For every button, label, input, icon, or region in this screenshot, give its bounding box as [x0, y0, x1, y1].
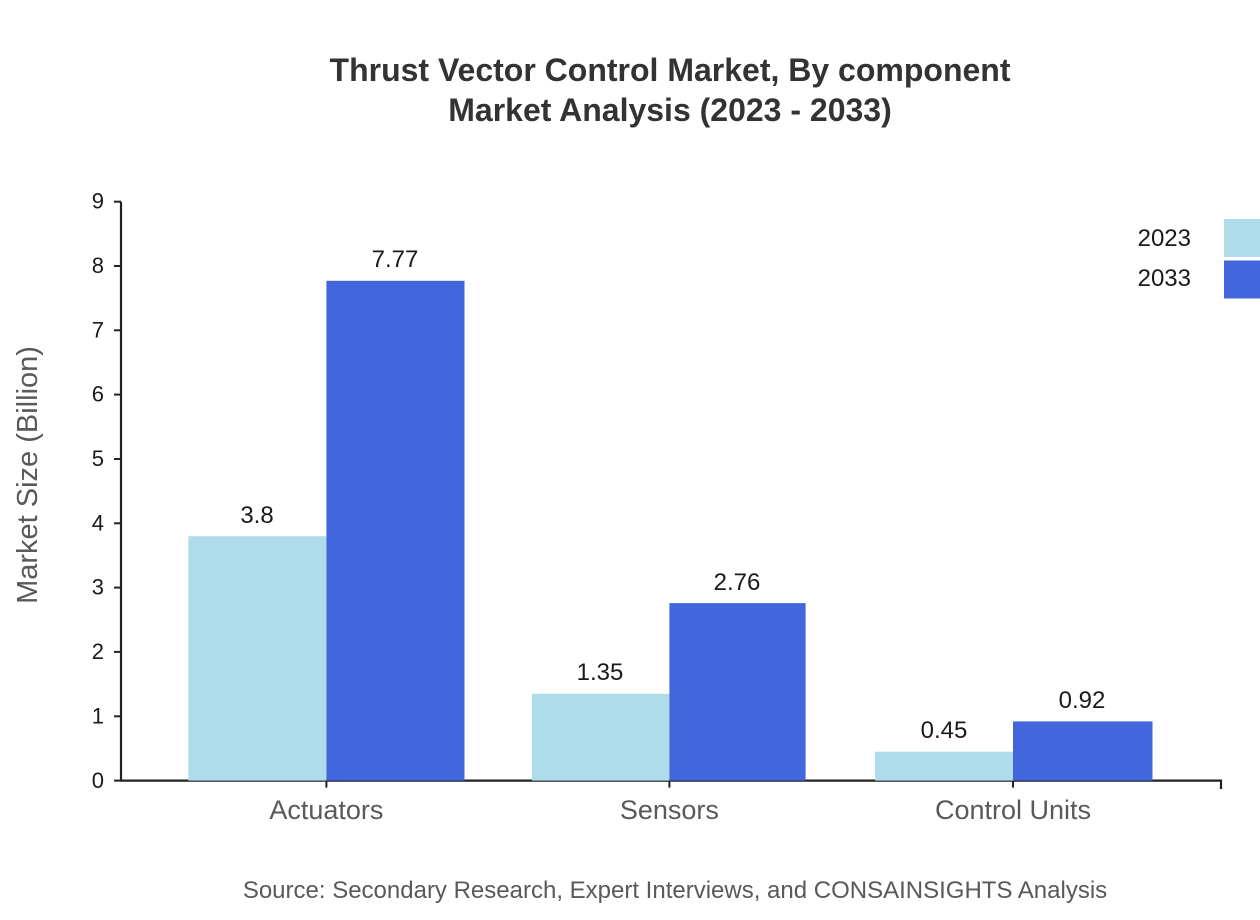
svg-text:5: 5 — [92, 446, 104, 471]
svg-text:2033: 2033 — [1138, 265, 1191, 292]
svg-text:Sensors: Sensors — [620, 795, 719, 825]
svg-text:8: 8 — [92, 253, 104, 278]
svg-text:1: 1 — [92, 703, 104, 728]
svg-text:2023: 2023 — [1138, 225, 1191, 252]
svg-text:3.8: 3.8 — [240, 502, 273, 529]
svg-text:2.76: 2.76 — [714, 569, 761, 596]
svg-text:4: 4 — [92, 510, 104, 535]
svg-text:0.45: 0.45 — [921, 717, 968, 744]
svg-text:Market Size (Billion): Market Size (Billion) — [12, 346, 44, 604]
svg-text:Source: Secondary Research, Ex: Source: Secondary Research, Expert Inter… — [243, 877, 1107, 904]
svg-text:2: 2 — [92, 639, 104, 664]
svg-text:9: 9 — [92, 189, 104, 214]
svg-text:7: 7 — [92, 317, 104, 342]
svg-text:1.35: 1.35 — [577, 659, 624, 686]
svg-text:3: 3 — [92, 575, 104, 600]
svg-text:Actuators: Actuators — [269, 795, 383, 825]
svg-text:7.77: 7.77 — [372, 246, 419, 273]
svg-text:Control Units: Control Units — [935, 795, 1091, 825]
svg-text:0: 0 — [92, 768, 104, 793]
svg-text:0.92: 0.92 — [1059, 687, 1106, 714]
svg-text:6: 6 — [92, 382, 104, 407]
